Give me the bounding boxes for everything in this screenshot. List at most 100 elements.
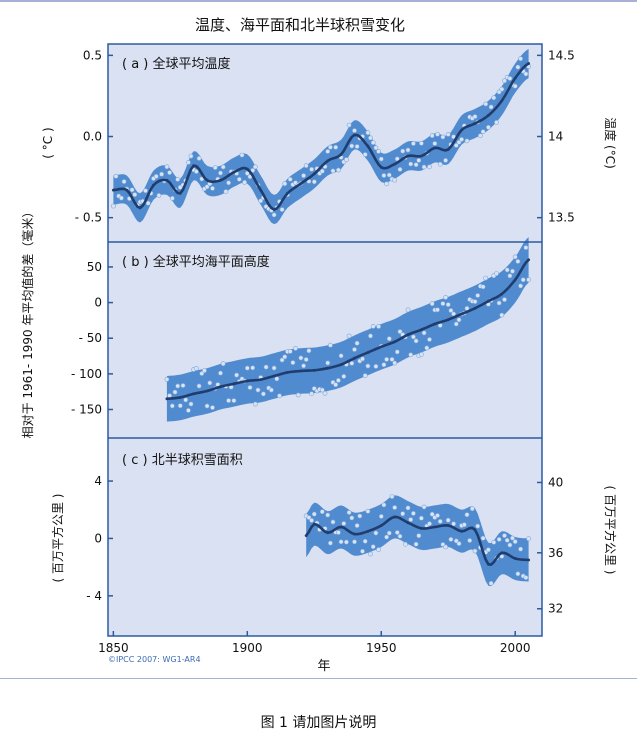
observation-dot (210, 185, 215, 191)
panel-a-label: ( a ) 全球平均温度 (122, 56, 231, 72)
series-point (326, 531, 330, 535)
observation-dot (459, 136, 464, 142)
series-point (406, 521, 410, 525)
observation-dot (456, 541, 462, 546)
observation-dot (370, 140, 376, 145)
observation-dot (335, 167, 341, 173)
observation-dot (177, 403, 183, 409)
observation-dot (204, 403, 210, 409)
series-point (446, 148, 450, 151)
observation-dot (301, 363, 306, 369)
observation-dot (502, 533, 507, 538)
observation-dot (384, 356, 389, 362)
panel-a-background (108, 44, 542, 242)
observation-dot (488, 580, 494, 586)
observation-dot (405, 505, 411, 511)
observation-dot (193, 169, 199, 174)
series-point (326, 366, 330, 370)
observation-dot (164, 376, 170, 382)
observation-dot (239, 152, 245, 158)
observation-dot (196, 155, 202, 161)
series-point (353, 532, 356, 536)
plot-layer (111, 48, 531, 587)
observation-dot (113, 173, 119, 179)
observation-dot (392, 177, 398, 183)
series-point (393, 162, 397, 166)
observation-dot (327, 540, 333, 546)
observation-dot (397, 533, 403, 539)
series-point (379, 524, 383, 527)
right-tick-label: 14 (548, 130, 563, 144)
series-point (304, 534, 308, 537)
observation-dot (448, 537, 454, 542)
smoothed-series-line-1 (165, 258, 530, 401)
series-point (487, 299, 490, 303)
observation-dot (491, 539, 497, 545)
left-tick-label: 0 (94, 531, 102, 545)
observation-dot (365, 508, 371, 514)
observation-dot (451, 311, 456, 317)
observation-dot (429, 511, 435, 517)
observation-dot (352, 539, 357, 545)
observation-dot (346, 510, 352, 515)
observation-dot (477, 133, 483, 139)
observation-dot (365, 363, 371, 369)
observation-dot (496, 537, 502, 542)
observation-dot (418, 351, 424, 357)
observation-dot (346, 333, 352, 339)
observation-dot (453, 142, 459, 148)
observation-dot (282, 354, 288, 360)
observation-dot (132, 192, 138, 197)
observation-dot (207, 380, 213, 386)
observation-dot (357, 513, 363, 519)
series-point (379, 345, 383, 349)
series-point (125, 188, 129, 192)
left-tick-label: - 0.5 (75, 211, 102, 225)
series-point (473, 528, 477, 532)
observation-dot (143, 188, 148, 194)
shared-left-ylabel: 相对于 1961- 1990 年平均值的差（毫米） (20, 206, 35, 439)
observation-dot (349, 143, 355, 149)
observation-dot (365, 130, 371, 136)
observation-dot (279, 207, 285, 212)
series-point (259, 188, 263, 192)
observation-dot (368, 551, 373, 557)
series-point (460, 529, 463, 533)
series-point (366, 351, 370, 354)
observation-dot (319, 387, 325, 393)
observation-dot (448, 308, 454, 313)
observation-dot (435, 131, 440, 137)
series-point (165, 397, 169, 401)
observation-dot (218, 170, 223, 176)
figure-caption: 图 1 请加图片说明 (260, 715, 377, 731)
smoothed-series-line-0 (112, 62, 530, 211)
observation-dot (290, 360, 296, 365)
observation-dot (432, 141, 438, 146)
observation-dot (193, 365, 199, 371)
observation-dot (397, 166, 403, 172)
observation-dot (196, 383, 202, 389)
left-tick-label: 4 (94, 474, 102, 488)
observation-dot (400, 511, 406, 517)
observation-dot (330, 519, 336, 525)
series-point (446, 318, 450, 322)
observation-dot (502, 297, 507, 302)
observation-dot (445, 131, 451, 137)
series-point (205, 389, 209, 393)
observation-dot (293, 345, 298, 351)
observation-dot (445, 302, 451, 307)
observation-dot (480, 284, 486, 290)
series-point (473, 306, 477, 310)
observation-dot (319, 509, 325, 515)
series-point (353, 356, 356, 360)
series-point (312, 368, 316, 372)
observation-dot (309, 391, 314, 397)
observation-dot (169, 403, 175, 409)
series-point (192, 392, 196, 396)
observation-dot (360, 548, 365, 554)
observation-dot (510, 268, 515, 274)
observation-dot (311, 179, 317, 185)
series-point (232, 170, 236, 174)
observation-dot (394, 156, 400, 162)
